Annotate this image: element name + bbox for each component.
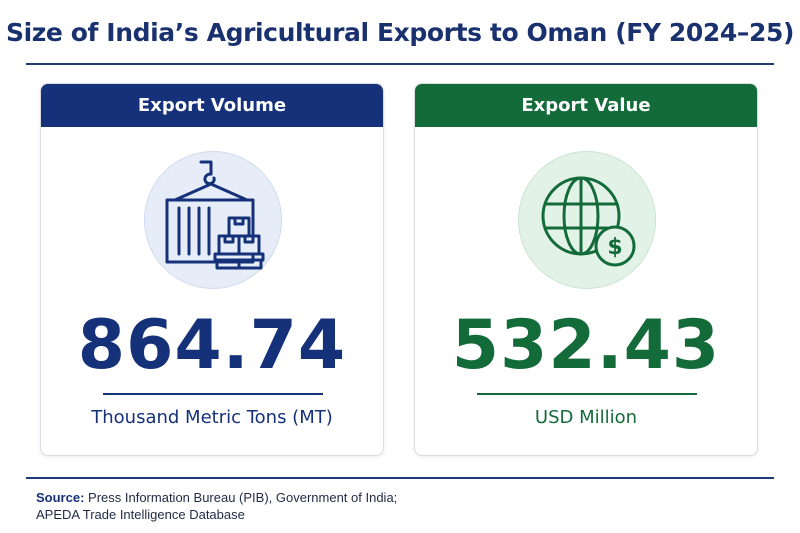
page-title: Size of India’s Agricultural Exports to … (5, 18, 795, 47)
source-line-1: Press Information Bureau (PIB), Governme… (88, 490, 398, 505)
source-label: Source: (36, 490, 85, 505)
card-header: Export Volume (41, 84, 383, 127)
source-line-2: APEDA Trade Intelligence Database (36, 507, 245, 522)
svg-text:$: $ (607, 235, 622, 260)
cargo-container-icon (165, 160, 265, 270)
export-value-card: Export Value $ 532.43 USD Million (414, 83, 758, 456)
globe-dollar-icon: $ (541, 176, 636, 267)
export-volume-unit: Thousand Metric Tons (MT) (91, 407, 333, 428)
icon-circle: $ (518, 151, 656, 289)
card-header: Export Value (415, 84, 757, 127)
top-divider (26, 63, 774, 65)
value-divider (477, 393, 697, 395)
export-volume-value: 864.74 (77, 306, 347, 385)
icon-circle (144, 151, 282, 289)
export-volume-card: Export Volume (40, 83, 384, 456)
source-note: Source: Press Information Bureau (PIB), … (36, 489, 397, 523)
bottom-divider (26, 477, 774, 479)
export-value-unit: USD Million (534, 407, 638, 428)
export-value-value: 532.43 (451, 306, 721, 385)
value-divider (103, 393, 323, 395)
